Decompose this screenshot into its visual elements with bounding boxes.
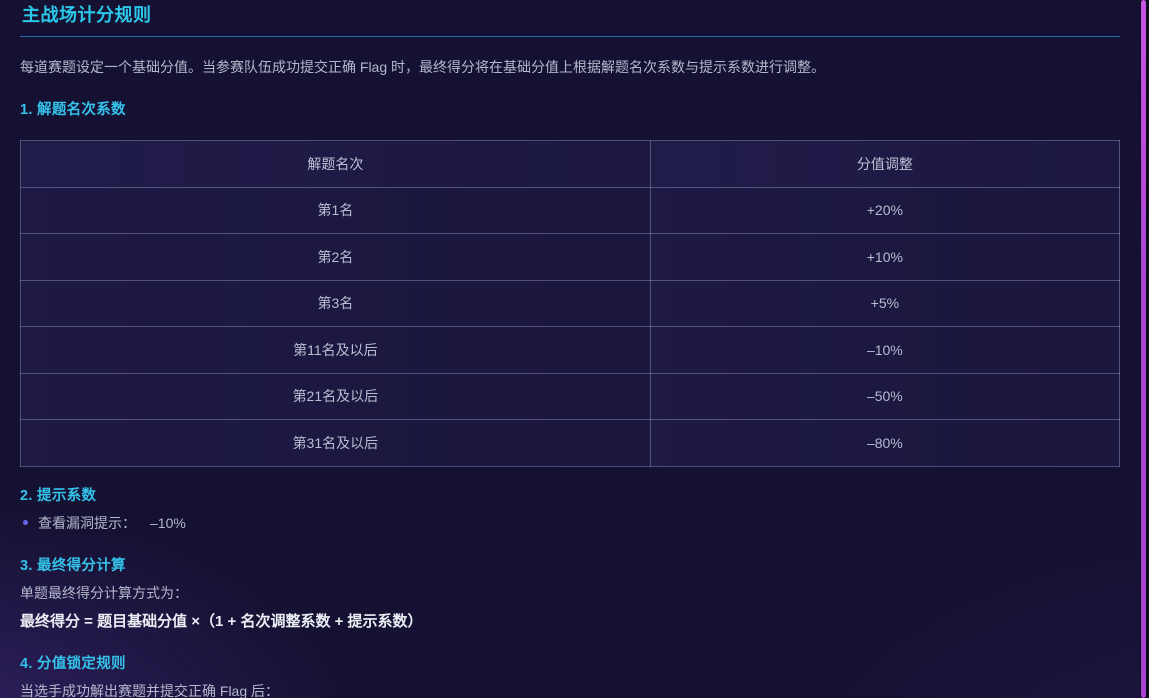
table-row: 第2名 +10% bbox=[20, 233, 1121, 281]
adjustment-cell: +5% bbox=[649, 279, 1121, 327]
table-row: 第3名 +5% bbox=[20, 279, 1121, 327]
section-heading-final: 3. 最终得分计算 bbox=[20, 557, 126, 574]
page-title: 主战场计分规则 bbox=[22, 5, 152, 25]
adjustment-cell: –80% bbox=[649, 419, 1121, 467]
table-row: 第1名 +20% bbox=[20, 186, 1121, 234]
lock-lead: 当选手成功解出赛题并提交正确 Flag 后： bbox=[20, 682, 280, 698]
section-heading-lock: 4. 分值锁定规则 bbox=[20, 655, 126, 672]
adjustment-cell: +20% bbox=[649, 186, 1121, 234]
table-header-adjustment: 分值调整 bbox=[649, 140, 1121, 188]
rank-cell: 第21名及以后 bbox=[20, 372, 651, 420]
hint-bullet-list: 查看漏洞提示： –10% bbox=[20, 512, 1120, 534]
rank-cell: 第31名及以后 bbox=[20, 419, 651, 467]
hint-value: –10% bbox=[150, 514, 186, 531]
rank-cell: 第11名及以后 bbox=[20, 326, 651, 374]
bullet-dot-icon bbox=[23, 520, 28, 525]
hint-label: 查看漏洞提示： bbox=[38, 514, 136, 531]
adjustment-cell: –10% bbox=[649, 326, 1121, 374]
scrollbar-thumb[interactable] bbox=[1141, 0, 1146, 698]
table-header-rank: 解题名次 bbox=[20, 140, 651, 188]
title-divider bbox=[20, 36, 1120, 37]
scoring-table: 解题名次 分值调整 第1名 +20% 第2名 +10% 第3名 +5% 第11名… bbox=[20, 140, 1121, 467]
section-heading-hint: 2. 提示系数 bbox=[20, 487, 97, 504]
final-lead: 单题最终得分计算方式为： bbox=[20, 584, 188, 601]
scrollbar[interactable] bbox=[1140, 0, 1149, 698]
rules-panel: 主战场计分规则 每道赛题设定一个基础分值。当参赛队伍成功提交正确 Flag 时，… bbox=[20, 0, 1121, 698]
final-formula: 最终得分 = 题目基础分值 ×（1 + 名次调整系数 + 提示系数） bbox=[20, 612, 423, 630]
section-heading-rank: 1. 解题名次系数 bbox=[20, 102, 126, 118]
rank-cell: 第2名 bbox=[20, 233, 651, 281]
table-row: 第31名及以后 –80% bbox=[20, 419, 1121, 467]
table-row: 第11名及以后 –10% bbox=[20, 326, 1121, 374]
table-header-row: 解题名次 分值调整 bbox=[20, 140, 1121, 188]
table-row: 第21名及以后 –50% bbox=[20, 372, 1121, 420]
rank-cell: 第3名 bbox=[20, 279, 651, 327]
adjustment-cell: –50% bbox=[649, 372, 1121, 420]
hint-bullet: 查看漏洞提示： –10% bbox=[20, 512, 1120, 534]
adjustment-cell: +10% bbox=[649, 233, 1121, 281]
rank-cell: 第1名 bbox=[20, 186, 651, 234]
intro-paragraph: 每道赛题设定一个基础分值。当参赛队伍成功提交正确 Flag 时，最终得分将在基础… bbox=[20, 59, 826, 75]
